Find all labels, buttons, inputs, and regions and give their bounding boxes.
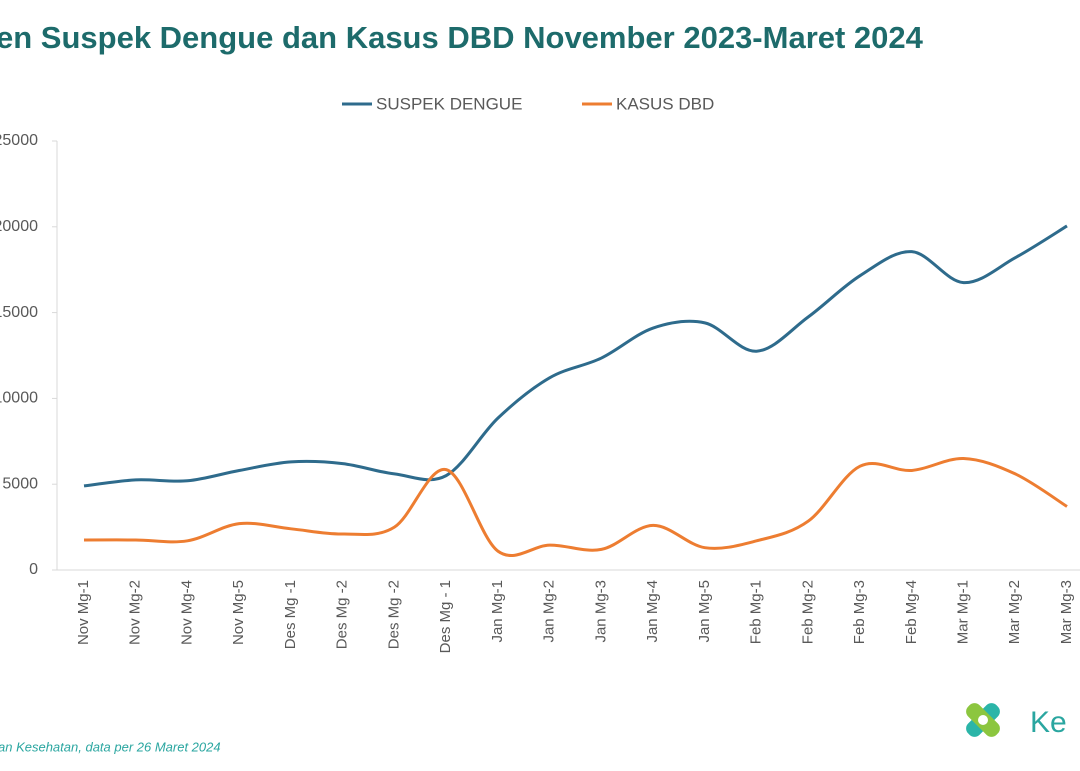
x-tick-label: Jan Mg-1 (489, 580, 506, 643)
x-tick-label: Jan Mg-5 (696, 580, 713, 643)
x-tick-label: Mar Mg-2 (1006, 580, 1023, 644)
x-tick-label: Mar Mg-1 (954, 580, 971, 644)
x-tick-label: Nov Mg-5 (230, 580, 247, 645)
x-tick-label: Mar Mg-3 (1058, 580, 1075, 644)
logo (966, 703, 1000, 737)
y-tick-label: 0 (29, 561, 38, 578)
y-tick-label: 25000 (0, 132, 38, 149)
series-line (83, 456, 1068, 558)
y-tick-label: 20000 (0, 218, 38, 235)
x-tick-label: Nov Mg-1 (75, 580, 92, 645)
x-tick-label: Des Mg -2 (334, 580, 351, 649)
x-tick-label: Jan Mg-2 (541, 580, 558, 643)
x-tick-label: Feb Mg-4 (903, 580, 920, 644)
logo-text: Ke (1030, 706, 1067, 739)
x-tick-label: Jan Mg-4 (644, 580, 661, 643)
x-tick-label: Nov Mg-4 (178, 580, 195, 645)
y-tick-label: 10000 (0, 390, 38, 407)
source-note: an Kesehatan, data per 26 Maret 2024 (0, 739, 221, 754)
y-tick-label: 5000 (2, 475, 38, 492)
x-tick-label: Des Mg -2 (385, 580, 402, 649)
y-tick-label: 15000 (0, 304, 38, 321)
chart-title: en Suspek Dengue dan Kasus DBD November … (0, 20, 924, 55)
x-tick-label: Jan Mg-3 (592, 580, 609, 643)
legend-label: KASUS DBD (616, 94, 714, 113)
x-tick-label: Feb Mg-2 (799, 580, 816, 644)
legend-label: SUSPEK DENGUE (376, 94, 522, 113)
x-tick-label: Feb Mg-3 (851, 580, 868, 644)
x-tick-label: Nov Mg-2 (127, 580, 144, 645)
x-tick-label: Des Mg -1 (282, 580, 299, 649)
series-line (83, 224, 1068, 488)
x-tick-label: Feb Mg-1 (748, 580, 765, 644)
x-tick-label: Des Mg - 1 (437, 580, 454, 653)
